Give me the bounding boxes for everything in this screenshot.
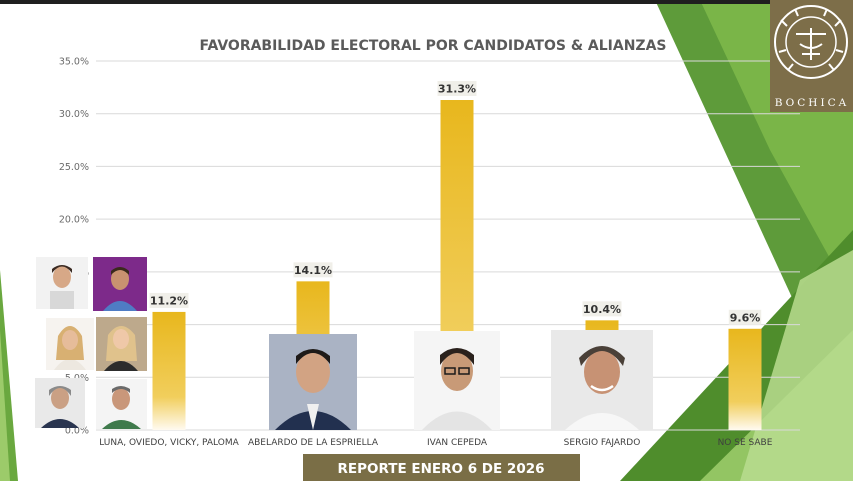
- top-strip: [0, 0, 853, 4]
- value-labels: 11.2% 14.1% 31.3% 10.4% 9.6%: [149, 81, 762, 325]
- y-tick-label: 35.0%: [59, 57, 89, 68]
- chart-title: FAVORABILIDAD ELECTORAL POR CANDIDATOS &…: [199, 38, 666, 54]
- value-label: 14.1%: [294, 264, 332, 277]
- candidate-photo-abelardo: [269, 334, 357, 430]
- value-label-bg: [293, 262, 333, 278]
- category-label: IVAN CEPEDA: [427, 438, 488, 448]
- candidate-photo: [36, 257, 88, 309]
- candidate-photo: [96, 379, 147, 429]
- brand-logo: BOCHICA: [770, 0, 853, 112]
- y-tick-label: 20.0%: [59, 215, 89, 226]
- value-label: 9.6%: [730, 311, 761, 324]
- y-tick-label: 30.0%: [59, 109, 89, 120]
- candidate-photo: [96, 317, 147, 371]
- category-label: SERGIO FAJARDO: [564, 438, 641, 448]
- candidate-photo: [46, 318, 94, 370]
- category-label: NO SE SABE: [718, 438, 773, 448]
- value-label-bg: [149, 292, 189, 308]
- value-label: 31.3%: [438, 83, 476, 96]
- value-label: 11.2%: [150, 294, 188, 307]
- candidate-photo: [35, 378, 85, 428]
- y-tick-label: 25.0%: [59, 162, 89, 173]
- category-label: LUNA, OVIEDO, VICKY, PALOMA: [99, 438, 239, 448]
- candidate-photo: [93, 257, 147, 311]
- value-label-bg: [582, 301, 622, 317]
- category-label: ABELARDO DE LA ESPRIELLA: [248, 438, 379, 448]
- report-banner: REPORTE ENERO 6 DE 2026: [303, 454, 580, 481]
- y-tick-label: 0.0%: [65, 426, 89, 437]
- bar: [152, 311, 186, 430]
- value-label-bg: [728, 309, 762, 325]
- value-label: 10.4%: [583, 303, 621, 316]
- candidate-photo-cepeda: [414, 331, 500, 430]
- bochica-seal-icon: [774, 5, 848, 79]
- value-label-bg: [437, 81, 477, 97]
- bar: [728, 328, 762, 430]
- report-date: REPORTE ENERO 6 DE 2026: [337, 461, 544, 477]
- candidate-photos-group-1: [35, 257, 147, 429]
- brand-name: BOCHICA: [775, 97, 849, 109]
- category-labels: LUNA, OVIEDO, VICKY, PALOMA ABELARDO DE L…: [99, 438, 772, 448]
- candidate-photo-fajardo: [551, 330, 653, 430]
